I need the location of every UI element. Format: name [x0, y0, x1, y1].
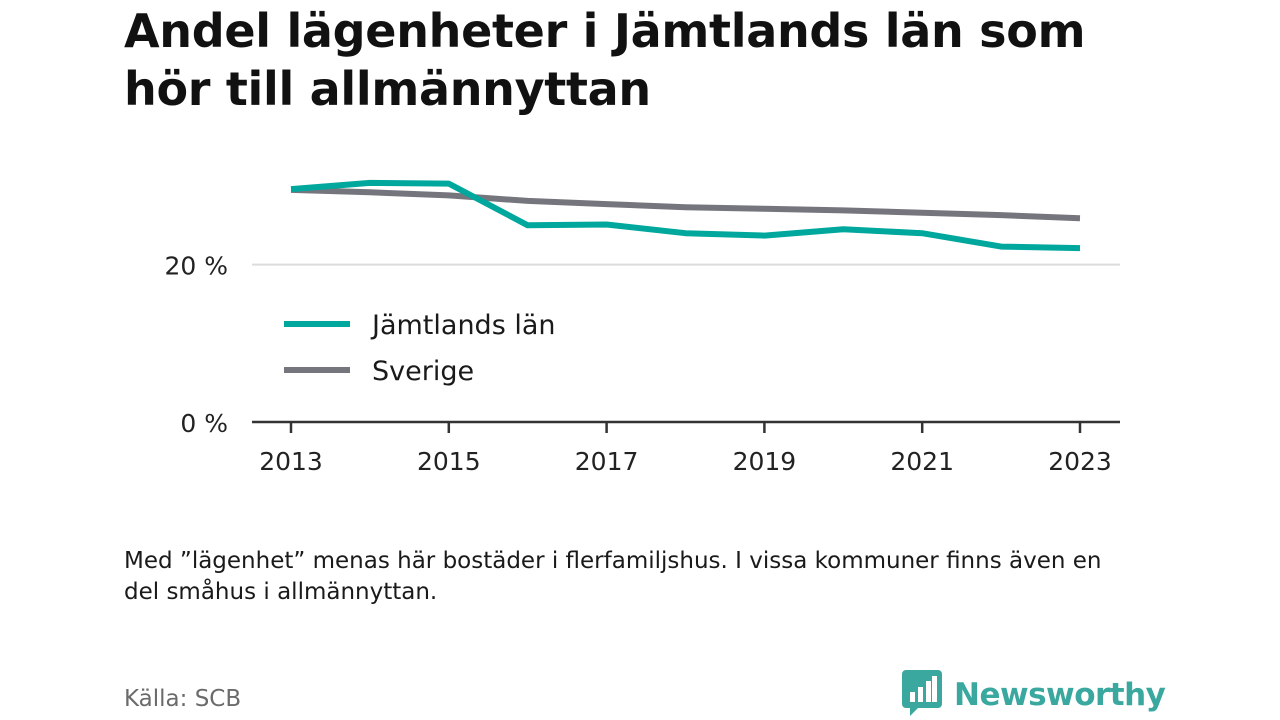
brand-name: Newsworthy	[954, 677, 1166, 713]
bar-chart-speech-bubble-icon	[902, 670, 942, 720]
brand-logo: Newsworthy	[902, 670, 1166, 720]
y-tick-label: 20 %	[164, 252, 228, 281]
source-label: Källa: SCB	[124, 686, 242, 712]
x-tick-label: 2013	[259, 447, 323, 476]
x-tick-label: 2019	[733, 447, 797, 476]
series-line-sverige	[290, 186, 1081, 222]
legend-background	[276, 300, 596, 392]
x-tick-label: 2023	[1048, 447, 1112, 476]
legend-label: Sverige	[372, 356, 474, 387]
chart-title: Andel lägenheter i Jämtlands län som hör…	[124, 4, 1086, 116]
x-tick-label: 2021	[890, 447, 954, 476]
y-tick-label: 0 %	[180, 409, 228, 438]
chart-note: Med ”lägenhet” menas här bostäder i fler…	[124, 548, 1102, 605]
x-tick-label: 2015	[417, 447, 481, 476]
axis-layer: 0 % 20 % 2013 2015 2017 2019 2021 2023	[164, 252, 1120, 476]
legend: Jämtlands län Sverige	[276, 300, 596, 392]
series-layer	[290, 179, 1081, 252]
legend-label: Jämtlands län	[370, 310, 556, 341]
series-line-jamtland	[290, 179, 1081, 252]
x-tick-label: 2017	[575, 447, 639, 476]
